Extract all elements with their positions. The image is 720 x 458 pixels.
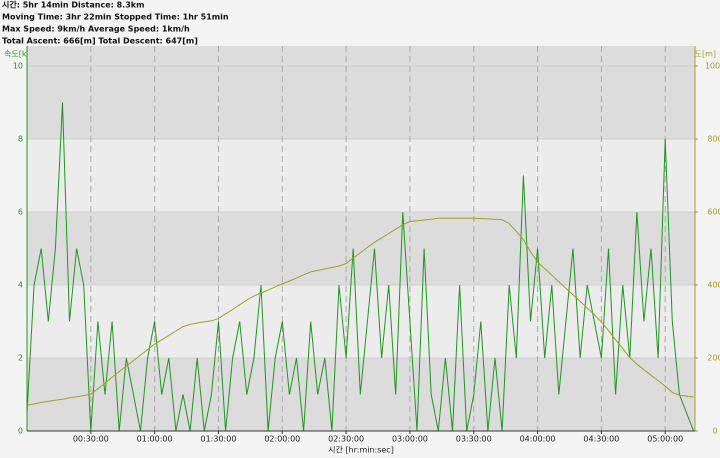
header-line: Total Ascent: 666[m] Total Descent: 647[… [2, 37, 198, 46]
y2-tick-label: 0 [712, 427, 717, 436]
x-tick-label: 02:30:00 [328, 435, 364, 444]
x-axis-label: 시간 [hr:min:sec] [328, 445, 394, 455]
y2-axis-label: 고도[m] [687, 50, 716, 59]
y-tick-label: 2 [18, 354, 23, 363]
x-tick-label: 01:30:00 [200, 435, 236, 444]
y2-tick-label: 400 [707, 281, 720, 290]
y-tick-label: 4 [18, 281, 23, 290]
x-tick-label: 03:00:00 [392, 435, 428, 444]
x-tick-label: 04:00:00 [520, 435, 556, 444]
y2-tick-label: 200 [707, 354, 720, 363]
series-line [26, 102, 695, 432]
x-tick-label: 00:30:00 [73, 435, 109, 444]
y-tick-label: 6 [18, 208, 23, 217]
y2-tick-label: 600 [707, 208, 720, 217]
x-tick-label: 05:00:00 [647, 435, 683, 444]
x-tick-label: 03:30:00 [456, 435, 492, 444]
y-tick-label: 10 [13, 62, 23, 71]
y2-tick-label: 800 [707, 135, 720, 144]
y-tick-label: 8 [18, 135, 23, 144]
y-tick-label: 0 [18, 427, 23, 436]
x-tick-label: 02:00:00 [264, 435, 300, 444]
plot-background [27, 46, 695, 431]
x-tick-label: 04:30:00 [583, 435, 619, 444]
grid-band [27, 139, 695, 212]
x-tick-label: 01:00:00 [137, 435, 173, 444]
header-line: Moving Time: 3hr 22min Stopped Time: 1hr… [2, 13, 229, 22]
header-line: Max Speed: 9km/h Average Speed: 1km/h [2, 25, 190, 34]
series-line [26, 217, 694, 406]
header-line: 시간: 5hr 14min Distance: 8.3km [2, 0, 144, 10]
y-axis-label: 속도[km/h] [4, 50, 45, 59]
